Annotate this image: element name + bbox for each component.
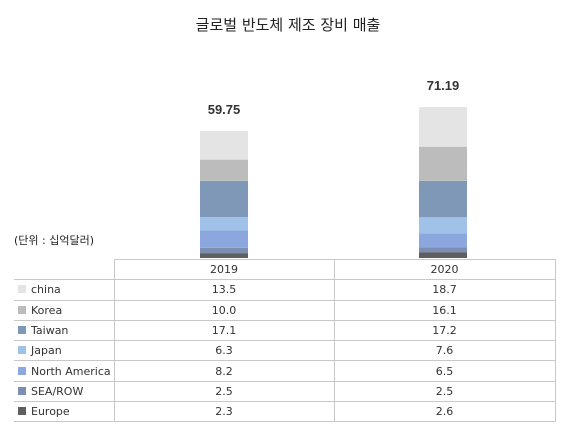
series-name-cell: Europe — [14, 401, 115, 423]
bar-segment — [200, 217, 248, 231]
series-label: Taiwan — [31, 324, 69, 338]
series-name-cell: Taiwan — [14, 319, 115, 342]
series-label: North America — [31, 364, 111, 378]
value-cell: 17.2 — [333, 319, 556, 342]
table-row: china 13.5 18.7 — [14, 279, 556, 301]
bar-segment — [200, 159, 248, 181]
value-cell: 2.5 — [113, 380, 335, 403]
legend-swatch — [18, 366, 26, 375]
value-cell: 2.5 — [333, 380, 556, 403]
bar-segment — [419, 107, 467, 147]
chart-title: 글로벌 반도체 제조 장비 매출 — [195, 16, 381, 34]
legend-swatch — [18, 346, 26, 355]
bar-segment — [200, 253, 248, 258]
bar-segment — [200, 131, 248, 160]
value-cell: 10.0 — [113, 299, 335, 321]
value-cell: 16.1 — [333, 299, 556, 321]
value-cell: 8.2 — [113, 360, 335, 382]
bar-segment — [419, 180, 467, 218]
series-label: china — [31, 283, 61, 297]
bar-segment — [200, 247, 248, 254]
bar-segment — [419, 217, 467, 234]
value-cell: 6.5 — [333, 360, 556, 382]
legend-swatch — [18, 386, 26, 395]
total-label: 59.75 — [208, 102, 241, 117]
unit-label: (단위 : 십억달러) — [14, 234, 95, 247]
table-row: Taiwan 17.1 17.2 — [14, 319, 556, 342]
table-row: Korea 10.0 16.1 — [14, 299, 556, 321]
stacked-bar-chart: 59.75 71.19 — [200, 78, 467, 258]
value-cell: 18.7 — [333, 279, 556, 301]
bar-segment — [419, 247, 467, 253]
value-cell: 6.3 — [113, 340, 335, 362]
table-row: SEA/ROW 2.5 2.5 — [14, 380, 556, 403]
series-label: Korea — [31, 303, 63, 317]
table-header-row: 2019 2020 — [14, 258, 556, 281]
series-label: Europe — [31, 405, 70, 419]
series-name-cell: SEA/ROW — [14, 380, 115, 403]
column-header-2020: 2020 — [333, 258, 556, 281]
series-label: Japan — [31, 344, 62, 358]
value-cell: 2.3 — [113, 401, 335, 423]
value-cell: 2.6 — [333, 401, 556, 423]
total-label: 71.19 — [427, 78, 460, 93]
series-name-cell: Korea — [14, 299, 115, 321]
legend-swatch — [18, 285, 26, 294]
value-cell: 17.1 — [113, 319, 335, 342]
series-name-cell: Japan — [14, 340, 115, 362]
table-row: Europe 2.3 2.6 — [14, 401, 556, 423]
data-table: 2019 2020 china 13.5 18.7 Korea 10.0 16.1 Taiw… — [14, 258, 556, 423]
legend-swatch — [18, 305, 26, 314]
value-cell: 7.6 — [333, 340, 556, 362]
legend-swatch — [18, 326, 26, 335]
legend-swatch — [18, 407, 26, 416]
series-label: SEA/ROW — [31, 384, 84, 398]
value-cell: 13.5 — [113, 279, 335, 301]
table-corner-cell — [14, 259, 115, 281]
series-name-cell: North America — [14, 360, 115, 382]
bar-segment — [419, 146, 467, 181]
table-row: Japan 6.3 7.6 — [14, 340, 556, 362]
bar-segment — [200, 180, 248, 218]
bar-segment — [200, 230, 248, 248]
column-header-2019: 2019 — [113, 258, 335, 281]
table-row: North America 8.2 6.5 — [14, 360, 556, 382]
series-name-cell: china — [14, 279, 115, 301]
bar-segment — [419, 252, 467, 258]
bar-segment — [419, 233, 467, 248]
